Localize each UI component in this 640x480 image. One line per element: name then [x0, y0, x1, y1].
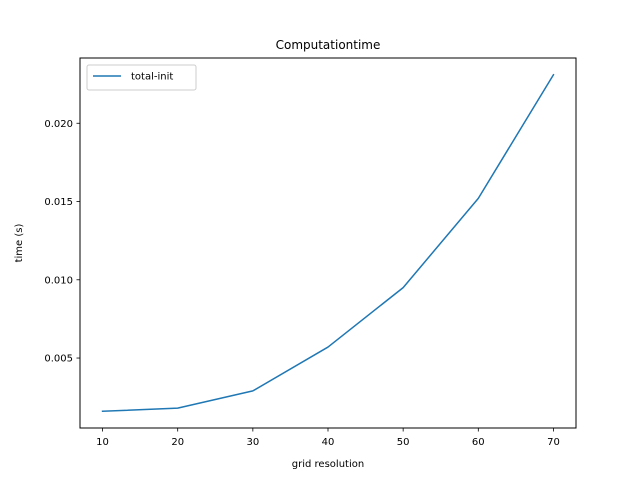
- y-axis-label: time (s): [14, 224, 25, 263]
- y-tick-label: 0.005: [44, 354, 73, 365]
- legend: total-init: [86, 64, 197, 91]
- legend-label: total-init: [131, 72, 173, 83]
- x-tick-label: 20: [171, 437, 184, 448]
- plot-frame: [79, 57, 577, 429]
- y-tick-label: 0.020: [44, 119, 73, 130]
- y-ticks: 0.005 0.010 0.015 0.020: [44, 119, 80, 365]
- x-tick-label: 70: [547, 437, 560, 448]
- x-tick-label: 30: [246, 437, 259, 448]
- y-tick-label: 0.015: [44, 197, 73, 208]
- x-tick-label: 50: [397, 437, 410, 448]
- x-ticks: 10 20 30 40 50 60 70: [96, 428, 560, 448]
- series-lines: [101, 73, 555, 413]
- x-tick-label: 60: [472, 437, 485, 448]
- y-tick-label: 0.010: [44, 275, 73, 286]
- x-tick-label: 10: [96, 437, 109, 448]
- x-tick-label: 40: [322, 437, 335, 448]
- x-axis-label: grid resolution: [292, 459, 364, 470]
- chart-title: Computationtime: [276, 38, 381, 52]
- legend-box: [86, 64, 197, 91]
